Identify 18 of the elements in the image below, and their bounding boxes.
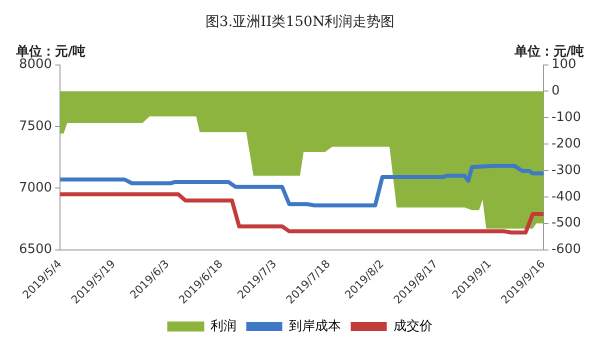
y2-tick-label: 0 <box>551 84 560 99</box>
y2-tick-label: -500 <box>551 216 582 231</box>
y-tick-label: 7500 <box>18 118 52 134</box>
legend-label: 到岸成本 <box>288 318 341 334</box>
chart-title: 图3.亚洲II类150N利润走势图 <box>205 14 395 30</box>
legend-label: 利润 <box>210 318 236 334</box>
y-tick-label: 6500 <box>18 242 52 258</box>
y2-tick-label: -400 <box>551 189 582 204</box>
y2-axis-title: 单位：元/吨 <box>513 44 584 60</box>
y2-tick-label: 100 <box>551 57 576 72</box>
y2-tick-label: -300 <box>551 162 582 178</box>
y-tick-label: 8000 <box>18 57 52 72</box>
y2-tick-label: -100 <box>551 110 582 126</box>
y-tick-label: 7000 <box>18 180 52 196</box>
y2-tick-label: -600 <box>551 242 582 258</box>
y-axis-title: 单位：元/吨 <box>15 44 86 60</box>
y2-tick-label: -200 <box>551 136 582 152</box>
legend-label: 成交价 <box>393 318 432 334</box>
